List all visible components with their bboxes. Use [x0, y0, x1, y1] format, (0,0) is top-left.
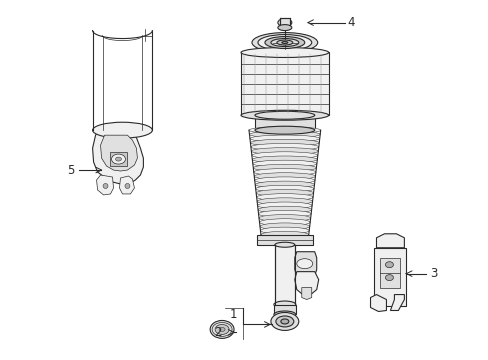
Ellipse shape — [254, 111, 314, 119]
Ellipse shape — [273, 301, 295, 308]
Ellipse shape — [261, 231, 308, 238]
Ellipse shape — [281, 41, 287, 44]
Ellipse shape — [274, 242, 294, 247]
Ellipse shape — [250, 143, 318, 150]
Ellipse shape — [115, 157, 121, 161]
Ellipse shape — [251, 152, 317, 159]
Bar — [374, 248, 406, 306]
Bar — [109, 152, 127, 166]
Bar — [380, 258, 400, 288]
Text: 3: 3 — [430, 267, 437, 280]
Ellipse shape — [250, 139, 319, 146]
Polygon shape — [101, 135, 137, 171]
Text: 5: 5 — [67, 163, 74, 176]
Ellipse shape — [125, 184, 130, 189]
Ellipse shape — [255, 181, 314, 188]
Ellipse shape — [277, 19, 291, 27]
Ellipse shape — [252, 156, 317, 163]
Ellipse shape — [103, 184, 108, 189]
Bar — [274, 245, 294, 305]
Ellipse shape — [273, 311, 295, 318]
Ellipse shape — [256, 194, 312, 201]
Bar — [241, 53, 328, 115]
Ellipse shape — [258, 206, 311, 213]
Ellipse shape — [385, 275, 393, 280]
Ellipse shape — [253, 165, 316, 171]
Ellipse shape — [253, 168, 315, 176]
Ellipse shape — [258, 35, 311, 50]
Ellipse shape — [260, 227, 308, 234]
Ellipse shape — [252, 160, 316, 167]
Ellipse shape — [259, 215, 310, 221]
Text: 2: 2 — [214, 326, 222, 339]
Polygon shape — [294, 272, 318, 294]
Bar — [279, 18, 289, 28]
Bar — [254, 115, 314, 130]
Ellipse shape — [254, 173, 315, 180]
Ellipse shape — [111, 154, 125, 164]
Ellipse shape — [249, 131, 320, 138]
Ellipse shape — [280, 319, 288, 324]
Polygon shape — [389, 294, 404, 310]
Ellipse shape — [249, 135, 319, 142]
Polygon shape — [119, 176, 134, 194]
Ellipse shape — [215, 324, 228, 334]
Ellipse shape — [251, 32, 317, 53]
Ellipse shape — [259, 219, 309, 226]
Ellipse shape — [257, 202, 311, 209]
Ellipse shape — [276, 40, 292, 45]
Bar — [273, 305, 295, 315]
Ellipse shape — [92, 122, 152, 138]
Ellipse shape — [241, 110, 328, 120]
Ellipse shape — [270, 39, 298, 46]
Bar — [256, 235, 312, 245]
Text: 1: 1 — [229, 308, 236, 321]
Ellipse shape — [264, 37, 304, 49]
Ellipse shape — [248, 127, 320, 134]
Ellipse shape — [257, 198, 312, 205]
Ellipse shape — [241, 48, 328, 58]
Ellipse shape — [258, 210, 310, 217]
Polygon shape — [294, 252, 316, 276]
Polygon shape — [370, 294, 386, 311]
Polygon shape — [92, 128, 143, 184]
Ellipse shape — [254, 177, 314, 184]
Ellipse shape — [270, 312, 298, 330]
Text: 4: 4 — [347, 16, 355, 29]
Ellipse shape — [277, 24, 291, 31]
Ellipse shape — [210, 320, 234, 338]
Polygon shape — [376, 234, 404, 248]
Ellipse shape — [385, 262, 393, 268]
Ellipse shape — [256, 189, 313, 197]
Ellipse shape — [254, 126, 314, 134]
Ellipse shape — [251, 148, 318, 154]
Ellipse shape — [260, 223, 309, 230]
Polygon shape — [96, 175, 113, 195]
Ellipse shape — [219, 328, 224, 332]
Ellipse shape — [275, 316, 293, 327]
Polygon shape — [301, 288, 311, 300]
Ellipse shape — [255, 185, 313, 192]
Ellipse shape — [296, 259, 312, 269]
